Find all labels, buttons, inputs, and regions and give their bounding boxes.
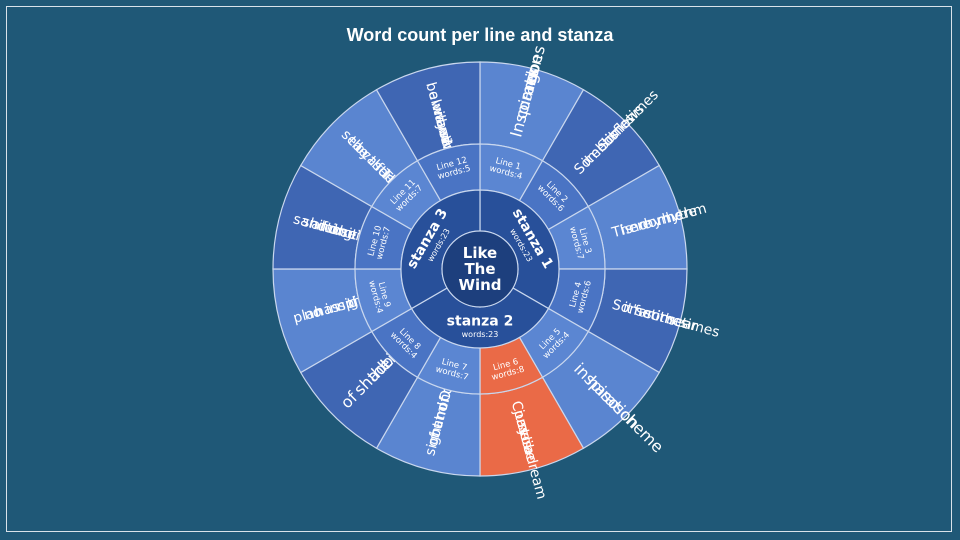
word-label: is <box>619 221 634 239</box>
word-label: on <box>328 221 349 241</box>
center-label: Wind <box>458 276 501 294</box>
word-label: here <box>664 203 699 227</box>
word-label: it's <box>654 308 678 329</box>
word-label: and <box>432 117 454 147</box>
center-circle <box>441 230 519 308</box>
word-label: a <box>520 444 538 456</box>
word-label: or <box>646 212 664 231</box>
word-label: no <box>302 304 323 324</box>
word-label: just <box>510 407 532 437</box>
word-label: like <box>517 435 539 462</box>
word-label: it's <box>621 300 645 321</box>
word-label: plan <box>292 303 325 326</box>
stanza-name-stanza-2: stanza 2 <box>447 314 514 330</box>
word-label: you <box>515 426 537 455</box>
center-label: Like <box>463 244 497 262</box>
word-label: be <box>422 81 442 102</box>
word-label: of <box>425 430 444 448</box>
word-label: of <box>434 394 453 412</box>
center-label: The <box>464 260 495 278</box>
chart-frame <box>6 6 952 532</box>
word-label: and <box>430 401 452 431</box>
word-label: far <box>632 303 655 324</box>
word-label: and <box>310 216 340 238</box>
word-label: scheme <box>610 399 668 457</box>
stanza-count-stanza-2: words:23 <box>462 330 499 339</box>
word-label: no <box>628 216 649 236</box>
chart-title: Word count per line and stanza <box>346 25 614 45</box>
word-label: as <box>513 417 533 436</box>
word-label: will <box>427 99 448 125</box>
word-label: out <box>427 413 449 440</box>
word-label: has <box>313 299 341 321</box>
